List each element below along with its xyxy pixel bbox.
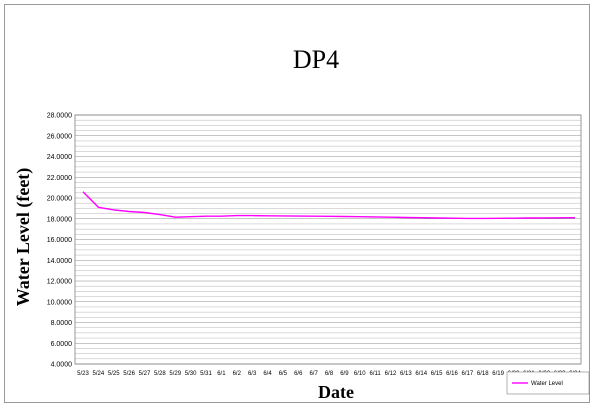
- legend: Water Level: [506, 371, 590, 395]
- x-tick-label: 6/7: [309, 371, 318, 377]
- line-chart: DP4 4.0000 6.0000 8.0000 10.0000 12.0000 14.0…: [13, 45, 590, 402]
- series-line-water-level: [82, 191, 576, 220]
- x-tick-label: 5/27: [139, 371, 151, 377]
- y-tick-label: 24.0000: [47, 154, 72, 161]
- x-axis-ticks: 5/23 5/24 5/25 5/26 5/27 5/28 5/29 5/30 5/31 6/1 6…: [77, 371, 581, 377]
- x-tick-label: 6/17: [462, 371, 474, 377]
- x-tick-label: 5/24: [93, 371, 105, 377]
- x-tick-label: 5/28: [154, 371, 166, 377]
- x-tick-label: 6/2: [233, 371, 242, 377]
- x-tick-label: 6/10: [354, 371, 366, 377]
- y-tick-label: 12.0000: [47, 279, 72, 286]
- y-tick-label: 6.0000: [51, 341, 73, 348]
- x-tick-label: 6/1: [217, 371, 226, 377]
- chart-frame: DP4 4.0000 6.0000 8.0000 10.0000 12.0000 14.0…: [4, 4, 590, 403]
- x-tick-label: 5/26: [123, 371, 135, 377]
- y-axis-ticks: 4.0000 6.0000 8.0000 10.0000 12.0000 14.0000 1…: [47, 113, 72, 369]
- y-tick-label: 14.0000: [47, 258, 72, 265]
- x-tick-label: 5/23: [77, 371, 89, 377]
- x-tick-label: 6/15: [431, 371, 443, 377]
- y-tick-label: 8.0000: [51, 320, 73, 327]
- plot-area: [74, 114, 582, 365]
- x-tick-label: 6/9: [340, 371, 349, 377]
- x-tick-label: 5/29: [169, 371, 181, 377]
- x-tick-label: 6/14: [415, 371, 427, 377]
- x-tick-label: 5/31: [200, 371, 212, 377]
- y-tick-label: 4.0000: [51, 362, 73, 369]
- legend-box: [506, 371, 590, 395]
- y-tick-label: 18.0000: [47, 216, 72, 223]
- y-tick-label: 20.0000: [47, 196, 72, 203]
- x-tick-label: 6/18: [477, 371, 489, 377]
- x-tick-label: 6/4: [263, 371, 272, 377]
- x-tick-label: 6/12: [385, 371, 397, 377]
- x-axis-title: Date: [318, 382, 354, 402]
- y-tick-label: 10.0000: [47, 299, 72, 306]
- legend-label-water-level: Water Level: [531, 381, 563, 387]
- chart-title: DP4: [293, 45, 339, 74]
- x-tick-label: 6/13: [400, 371, 412, 377]
- x-tick-label: 6/11: [370, 371, 382, 377]
- grid-lines: [75, 114, 581, 365]
- x-tick-label: 6/6: [294, 371, 303, 377]
- y-tick-label: 28.0000: [47, 113, 72, 120]
- x-tick-label: 6/19: [492, 371, 504, 377]
- x-tick-label: 5/25: [108, 371, 120, 377]
- x-tick-label: 6/3: [248, 371, 257, 377]
- x-tick-label: 5/30: [185, 371, 197, 377]
- y-tick-label: 22.0000: [47, 175, 72, 182]
- y-tick-label: 26.0000: [47, 133, 72, 140]
- x-tick-label: 6/16: [446, 371, 458, 377]
- x-tick-label: 6/5: [279, 371, 288, 377]
- x-tick-label: 6/8: [325, 371, 334, 377]
- y-tick-label: 16.0000: [47, 237, 72, 244]
- y-axis-title: Water Level (feet): [13, 168, 34, 307]
